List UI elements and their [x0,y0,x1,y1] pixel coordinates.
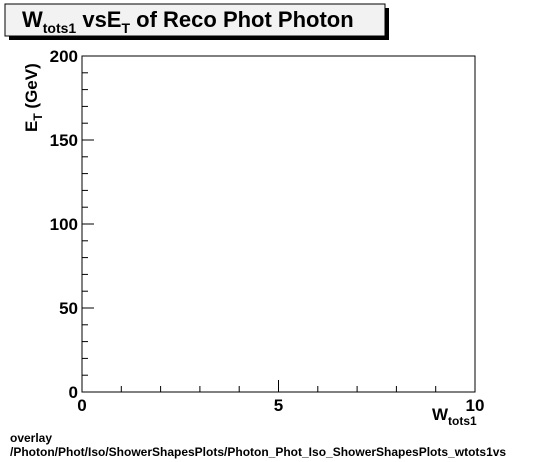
footer-overlay-label: overlay [10,431,53,445]
axis-ticks [81,55,476,393]
y-tick-label: 50 [59,299,78,318]
x-tick-label: 0 [77,396,86,415]
y-tick-label: 0 [69,383,78,402]
y-axis-title: ET (GeV) [22,63,45,132]
y-tick-label: 150 [50,131,78,150]
x-axis-title: Wtots1 [432,405,477,428]
chart-title: Wtots1 vsET of Reco Phot Photon [22,7,354,36]
y-tick-label: 200 [50,47,78,66]
plot-frame [81,55,476,393]
title-box [4,3,386,37]
footer-path-label: /Photon/Phot/Iso/ShowerShapesPlots/Photo… [10,445,507,459]
x-tick-label: 10 [466,396,485,415]
y-tick-label: 100 [50,215,78,234]
x-tick-label: 5 [274,396,283,415]
